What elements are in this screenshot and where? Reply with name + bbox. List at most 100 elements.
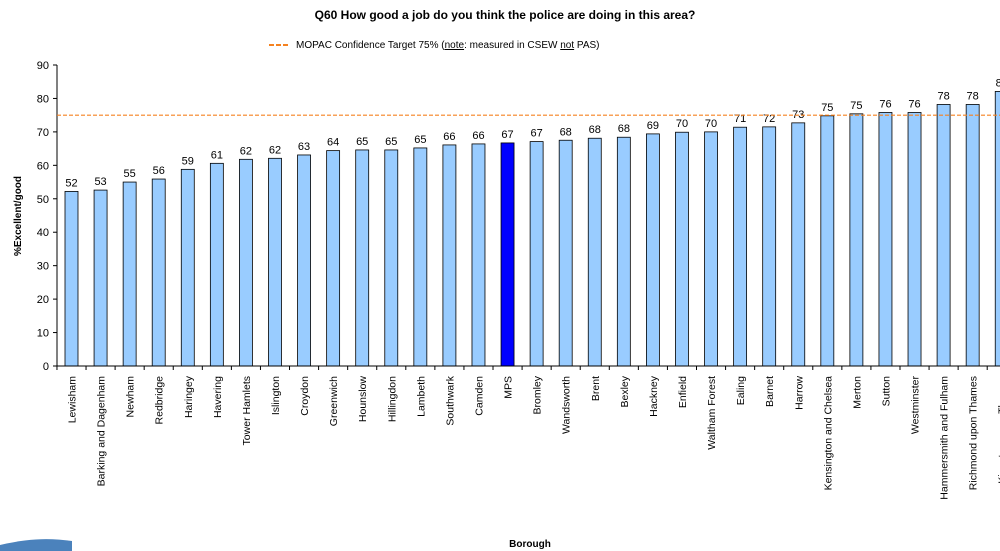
x-tick-label: Brent — [590, 376, 602, 401]
x-tick-label: Lewisham — [67, 376, 79, 424]
y-tick-label: 90 — [37, 60, 49, 72]
bar — [820, 115, 835, 367]
bar — [994, 91, 1000, 367]
bar — [209, 162, 224, 367]
bar — [442, 144, 457, 367]
y-tick-label: 80 — [37, 93, 49, 105]
x-tick-label: Barnet — [764, 376, 776, 407]
data-label: 68 — [589, 124, 601, 136]
x-axis: Lewisham Barking and Dagenham Newham Redbri… — [56, 365, 1000, 500]
bar — [965, 104, 980, 367]
data-label: 56 — [153, 165, 165, 177]
x-tick-label: Tower Hamlets — [241, 376, 253, 445]
legend-label: MOPAC Confidence Target 75% (note: measu… — [296, 40, 600, 51]
y-tick-label: 30 — [37, 261, 49, 273]
bar — [849, 113, 864, 367]
bar — [64, 191, 79, 367]
x-tick-label: Wandsworth — [561, 376, 573, 434]
x-tick-label: Southwark — [444, 375, 456, 425]
y-axis-label: %Excellent/good — [13, 176, 24, 256]
x-tick-label: Enfield — [677, 376, 689, 408]
data-label: 76 — [879, 98, 891, 110]
y-axis: 0 10 20 30 40 50 60 70 80 90 — [37, 60, 58, 373]
x-tick-label: Bexley — [619, 375, 631, 407]
data-label: 67 — [530, 128, 542, 140]
bar — [93, 189, 108, 367]
bar — [529, 141, 544, 367]
legend: MOPAC Confidence Target 75% (note: measu… — [269, 40, 600, 51]
data-label: 76 — [908, 98, 920, 110]
data-label: 53 — [94, 176, 106, 188]
data-label: 69 — [647, 120, 659, 132]
bar — [500, 142, 515, 367]
bar — [558, 139, 573, 367]
bars: 52 53 55 56 59 61 62 62 63 64 65 65 65 66 66 67 67 68 68 68… — [64, 77, 1000, 367]
data-label: 67 — [501, 129, 513, 141]
data-label: 59 — [182, 155, 194, 167]
data-label: 75 — [821, 102, 833, 114]
data-label: 75 — [850, 100, 862, 112]
bar — [762, 126, 777, 367]
data-label: 64 — [327, 137, 339, 149]
bar — [704, 131, 718, 367]
x-tick-label: Hounslow — [357, 376, 369, 423]
x-tick-label: Waltham Forest — [706, 376, 718, 450]
bar — [471, 143, 486, 367]
x-tick-label: Newham — [125, 376, 137, 418]
data-label: 70 — [676, 118, 688, 130]
y-tick-label: 60 — [37, 160, 49, 172]
data-label: 71 — [734, 113, 746, 125]
data-label: 55 — [124, 168, 136, 180]
x-tick-label: Merton — [851, 376, 863, 409]
data-label: 66 — [472, 130, 484, 142]
data-label: 78 — [937, 90, 949, 102]
x-tick-label: Hillingdon — [386, 376, 398, 422]
data-label: 61 — [211, 149, 223, 161]
bar — [268, 157, 282, 367]
data-label: 65 — [385, 136, 397, 148]
data-label: 72 — [763, 113, 775, 125]
bar — [791, 122, 806, 367]
y-tick-label: 50 — [37, 194, 49, 206]
bar — [239, 158, 253, 367]
x-tick-label: MPS — [503, 376, 515, 399]
y-tick-label: 20 — [37, 294, 49, 306]
bar — [326, 150, 341, 367]
x-tick-label: Kingston upon Thames — [997, 376, 1000, 484]
chart-title: Q60 How good a job do you think the poli… — [315, 8, 696, 22]
x-tick-label: Harrow — [793, 376, 805, 410]
y-tick-label: 10 — [37, 328, 49, 340]
x-tick-label: Lambeth — [415, 376, 427, 417]
y-tick-label: 0 — [43, 361, 49, 373]
x-tick-label: Westminster — [910, 376, 922, 435]
data-label: 65 — [356, 136, 368, 148]
data-label: 65 — [414, 134, 426, 146]
bar — [180, 168, 195, 367]
data-label: 66 — [443, 131, 455, 143]
data-label: 52 — [65, 177, 77, 189]
x-tick-label: Croydon — [299, 376, 311, 416]
bar — [733, 126, 748, 367]
data-label: 68 — [560, 126, 572, 138]
bar — [413, 147, 428, 367]
y-tick-label: 70 — [37, 127, 49, 139]
x-tick-label: Greenwich — [328, 376, 340, 426]
bar — [355, 149, 370, 367]
x-tick-label: Barking and Dagenham — [96, 376, 108, 487]
x-tick-label: Kensington and Chelsea — [822, 376, 834, 491]
bar — [878, 112, 893, 367]
data-label: 70 — [705, 118, 717, 130]
x-tick-label: Haringey — [183, 375, 195, 418]
data-label: 63 — [298, 141, 310, 153]
bar — [907, 112, 922, 367]
bar — [587, 137, 602, 367]
x-tick-label: Bromley — [532, 375, 544, 414]
x-tick-label: Islington — [270, 376, 282, 415]
decorative-swoosh — [0, 539, 72, 551]
bar — [384, 149, 399, 367]
x-tick-label: Ealing — [735, 376, 747, 405]
x-tick-label: Sutton — [880, 376, 892, 407]
bar — [936, 104, 951, 367]
x-tick-label: Redbridge — [154, 376, 166, 425]
